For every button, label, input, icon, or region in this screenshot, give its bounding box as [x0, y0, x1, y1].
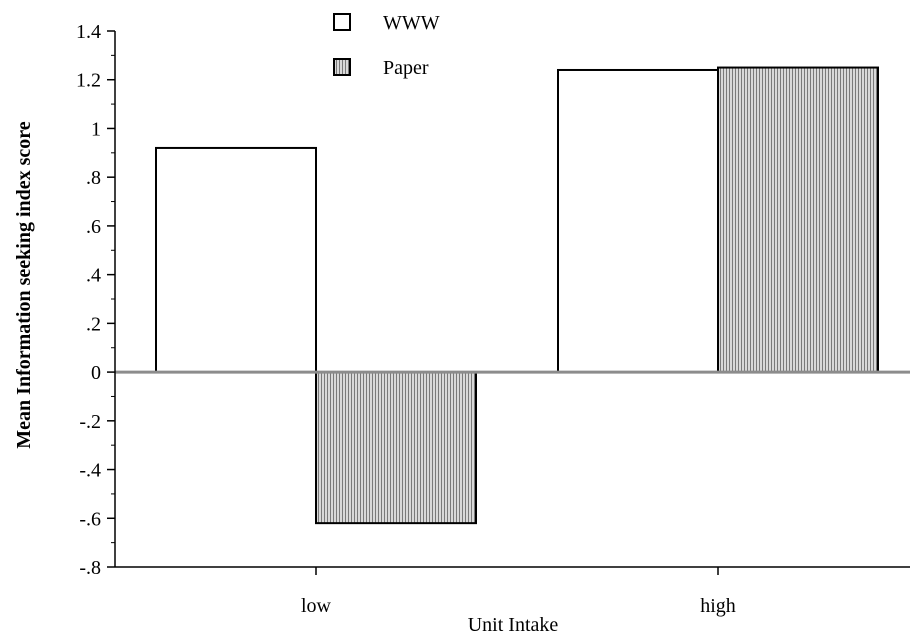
x-tick-label-low: low [301, 595, 332, 617]
y-tick-label: -.6 [79, 508, 101, 530]
legend-swatch-paper [333, 58, 351, 76]
legend-label-paper: Paper [383, 57, 429, 79]
y-tick-label: 0 [91, 362, 101, 384]
bar-www-high [557, 68, 719, 374]
y-tick-label: -.8 [79, 557, 101, 579]
y-tick-label: .6 [86, 216, 101, 238]
legend-swatch-www [333, 13, 351, 31]
y-tick-label: 1.4 [76, 21, 101, 43]
x-axis-title: Unit Intake [468, 614, 559, 636]
y-tick-label: -.2 [79, 411, 101, 433]
axes: 1.4 1.2 1 .8 .6 .4 .2 0 -.2 -.4 -.6 -.8 low high [76, 21, 910, 617]
y-tick-label: .4 [86, 265, 101, 287]
bar-paper-low [315, 371, 477, 525]
y-tick-label: -.4 [79, 460, 101, 482]
y-tick-label: 1.2 [76, 70, 101, 92]
bar-www-low [155, 146, 317, 374]
plot-area [155, 66, 879, 525]
bar-paper-high [717, 66, 879, 374]
x-tick-label-high: high [700, 595, 736, 617]
legend-label-www: WWW [383, 12, 440, 34]
y-tick-label: .8 [86, 167, 101, 189]
y-tick-label: .2 [86, 313, 101, 335]
legend: WWW Paper [333, 12, 440, 79]
y-axis-title: Mean Information seeking index score [13, 121, 35, 449]
y-tick-label: 1 [91, 118, 101, 140]
